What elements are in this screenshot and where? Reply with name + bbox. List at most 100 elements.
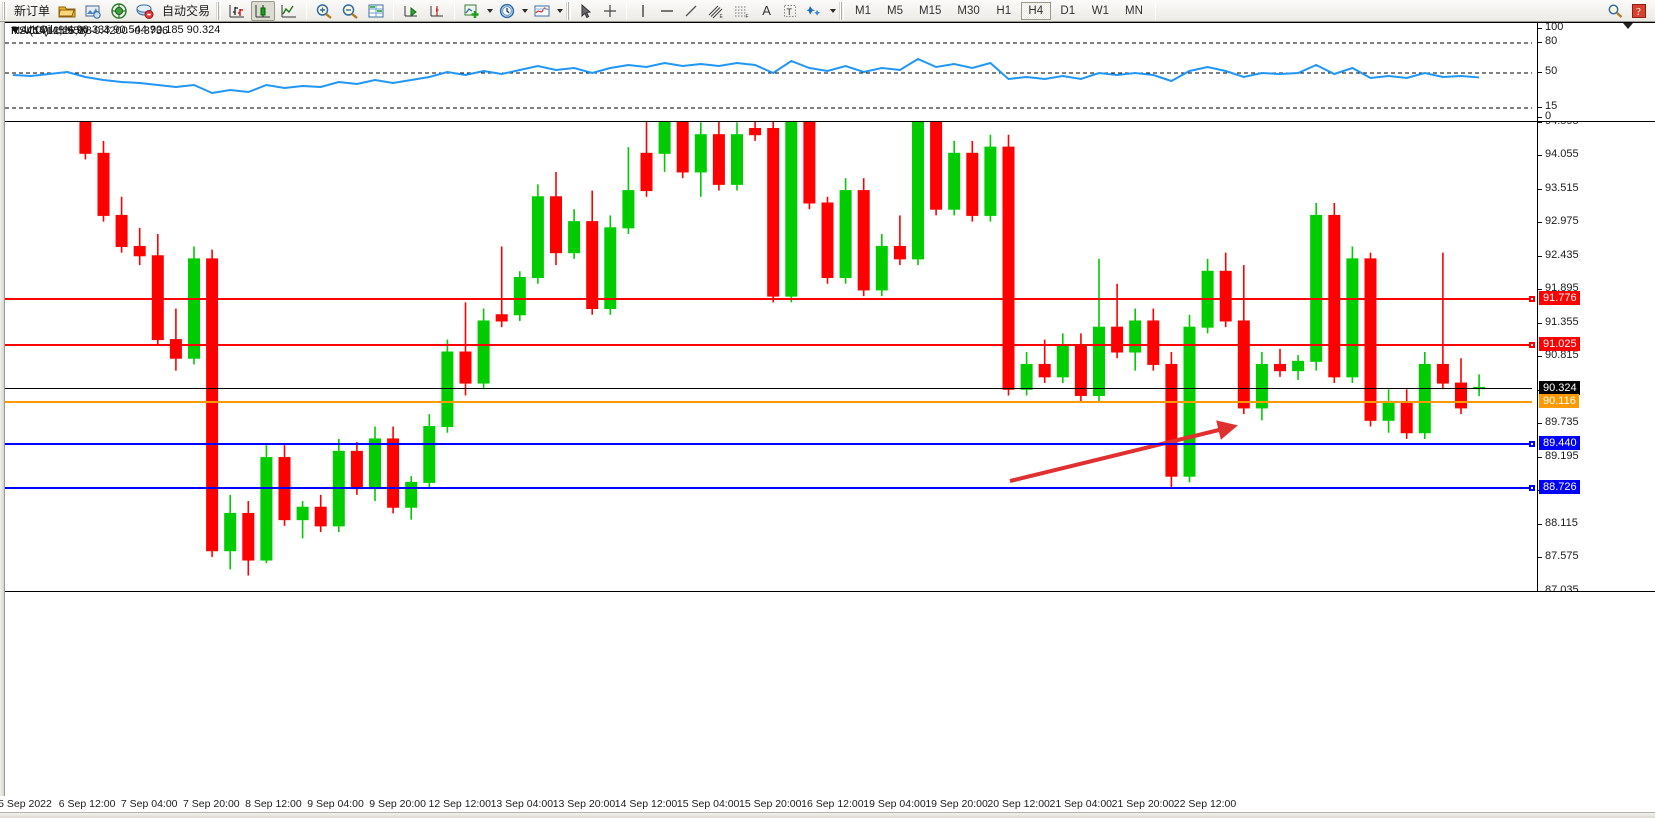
help-icon[interactable]: ? [1628, 1, 1650, 21]
toolbar-grip-2[interactable] [216, 1, 222, 20]
timeframe-m30[interactable]: M30 [957, 4, 980, 17]
time-axis-label: 5 Sep 2022 [0, 798, 52, 810]
toolbar-group-charttype [224, 0, 302, 22]
time-axis-label: 12 Sep 12:00 [428, 798, 491, 810]
support-2-line[interactable] [5, 485, 1535, 491]
time-axis-label: 15 Sep 20:00 [739, 798, 802, 810]
chart-shift-icon[interactable] [425, 1, 449, 21]
chart-collapse-handle[interactable] [1623, 23, 1633, 29]
indicators-icon[interactable] [460, 1, 484, 21]
timeframe-mn[interactable]: MN [1125, 4, 1143, 17]
toolbar-separator-3 [454, 2, 456, 19]
periods-icon[interactable] [495, 1, 519, 21]
time-axis-label: 14 Sep 12:00 [614, 798, 678, 810]
time-axis[interactable]: 5 Sep 2022 6 Sep 12:00 7 Sep 04:00 7 Sep 20… [0, 796, 1655, 812]
zoom-in-icon[interactable] [312, 1, 336, 21]
rsi-pane[interactable]: RSI(14) 45.5588 100 80 50 15 0 [5, 22, 1655, 122]
toolbar-grip-3[interactable] [566, 1, 572, 20]
folder-icon[interactable] [55, 1, 79, 21]
time-axis-label: 7 Sep 04:00 [120, 798, 178, 810]
timeframe-bar: M1 M5 M15 M30 H1 H4 D1 W1 MN [847, 0, 1151, 22]
support-1-badge[interactable]: 89.440 [1539, 435, 1580, 450]
new-order-button[interactable]: 新订单 [14, 4, 51, 18]
timeframe-w1[interactable]: W1 [1091, 4, 1110, 17]
templates-icon[interactable] [530, 1, 554, 21]
equidistant-channel-icon[interactable]: E [704, 1, 728, 21]
time-axis-label: 19 Sep 20:00 [925, 798, 988, 810]
templates-dropdown-caret[interactable] [555, 1, 564, 21]
timeframe-h4[interactable]: H4 [1020, 1, 1051, 20]
chart-workspace: UKOil-,H4 90.333 90.544 90.185 90.324 96… [0, 22, 1655, 818]
rsi-series [5, 42, 1532, 109]
data-window-icon[interactable] [364, 1, 388, 21]
toolbar-grip[interactable] [2, 1, 7, 20]
autotrading-button[interactable]: 自动交易 [162, 4, 211, 18]
rsi-label: RSI(14) 45.5588 [11, 25, 92, 37]
time-axis-label: 6 Sep 12:00 [58, 798, 116, 810]
resistance-1-badge[interactable]: 91.776 [1539, 290, 1580, 305]
line-chart-icon[interactable] [277, 1, 301, 21]
rsi-axis: 100 80 50 15 0 [1537, 23, 1655, 121]
annotation-layer [1009, 420, 1238, 483]
toolbar-separator-1 [306, 2, 308, 19]
text-icon[interactable]: A [762, 3, 771, 18]
indicators-dropdown-caret[interactable] [485, 1, 494, 21]
toolbar-group-zoom [311, 0, 389, 22]
last-price-badge[interactable]: 90.324 [1539, 380, 1580, 395]
toolbar-separator-2 [393, 2, 395, 19]
main-toolbar: 新订单 [0, 0, 1655, 22]
fibonacci-icon[interactable]: F [730, 1, 754, 21]
autoscroll-icon[interactable] [399, 1, 423, 21]
svg-text:?: ? [1636, 6, 1641, 18]
svg-text:F: F [746, 14, 749, 19]
toolbar-grip-4[interactable] [839, 1, 845, 20]
horizontal-scrollbar[interactable] [0, 812, 1655, 818]
bar-chart-icon[interactable] [225, 1, 249, 21]
profiles-icon[interactable] [81, 1, 105, 21]
time-axis-label: 8 Sep 12:00 [245, 798, 302, 810]
time-axis-label: 19 Sep 04:00 [863, 798, 926, 810]
zoom-out-icon[interactable] [338, 1, 362, 21]
time-axis-label: 9 Sep 20:00 [369, 798, 426, 810]
toolbar-group-scroll [398, 0, 450, 22]
resistance-2-badge[interactable]: 91.025 [1539, 337, 1580, 352]
left-edge-scrollbar[interactable] [0, 22, 5, 796]
timeframe-m15[interactable]: M15 [919, 4, 942, 17]
autotrading-icon[interactable] [133, 1, 157, 21]
objects-icon[interactable] [803, 1, 827, 21]
objects-dropdown-caret[interactable] [828, 1, 837, 21]
bid-price-line[interactable] [5, 400, 1532, 403]
toolbar-separator-4 [626, 2, 628, 19]
market-watch-icon[interactable] [107, 1, 131, 21]
time-axis-label: 15 Sep 04:00 [676, 798, 740, 810]
trendline-icon[interactable] [680, 1, 702, 21]
bid-price-badge[interactable]: 90.116 [1539, 393, 1579, 408]
rsi-plot-area[interactable] [5, 23, 1532, 121]
time-axis-label: 21 Sep 04:00 [1049, 798, 1113, 810]
symbol-info-label: UKOil-,H4 90.333 90.544 90.185 90.324 [11, 24, 220, 36]
text-label-icon[interactable]: T [779, 1, 801, 21]
last-price-line[interactable] [5, 387, 1532, 389]
time-axis-label: 7 Sep 20:00 [182, 798, 240, 810]
candlestick-chart-icon[interactable] [251, 0, 276, 21]
svg-text:E: E [720, 14, 724, 19]
cursor-icon[interactable] [575, 1, 597, 21]
time-axis-label: 20 Sep 12:00 [987, 798, 1050, 810]
time-axis-label: 16 Sep 12:00 [801, 798, 864, 810]
resistance-1-line[interactable] [5, 295, 1535, 302]
search-icon[interactable] [1604, 1, 1626, 21]
support-1-line[interactable] [5, 440, 1535, 447]
timeframe-m1[interactable]: M1 [855, 4, 872, 17]
crosshair-icon[interactable] [599, 1, 621, 21]
timeframe-h1[interactable]: H1 [996, 4, 1012, 17]
horizontal-line-icon[interactable] [656, 1, 678, 21]
toolbar-group-trading: 新订单 [10, 0, 214, 22]
timeframe-m5[interactable]: M5 [887, 4, 904, 17]
resistance-2-line[interactable] [5, 342, 1535, 349]
price-plot-area[interactable] [5, 22, 1535, 591]
chevron-down-icon[interactable] [11, 27, 19, 33]
periods-dropdown-caret[interactable] [520, 1, 529, 21]
vertical-line-icon[interactable] [632, 1, 654, 21]
timeframe-d1[interactable]: D1 [1060, 4, 1076, 17]
support-2-badge[interactable]: 88.726 [1539, 480, 1580, 494]
